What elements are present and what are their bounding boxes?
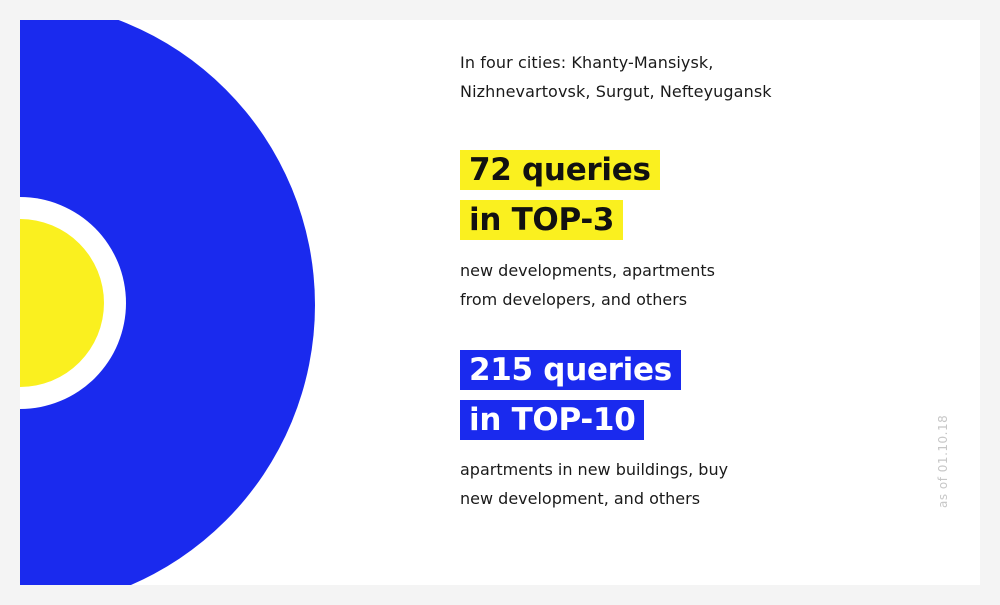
concentric-circles-graphic — [20, 20, 315, 585]
large-blue-circle — [20, 20, 315, 585]
top10-description-line-1: apartments in new buildings, buy — [460, 460, 729, 479]
cities-intro: In four cities: Khanty-Mansiysk, Nizhnev… — [460, 48, 772, 106]
cities-intro-line-1: In four cities: Khanty-Mansiysk, — [460, 53, 714, 72]
yellow-inner-circle — [20, 219, 104, 387]
top3-description: new developments, apartments from develo… — [460, 256, 715, 314]
top3-headline-line-1: 72 queries — [460, 150, 660, 190]
top10-description-line-2: new development, and others — [460, 489, 701, 508]
top10-headline-line-1: 215 queries — [460, 350, 681, 390]
as-of-date-note: as of 01.10.18 — [936, 414, 950, 508]
cities-intro-line-2: Nizhnevartovsk, Surgut, Nefteyugansk — [460, 82, 772, 101]
top10-headline: 215 queries in TOP-10 — [460, 350, 681, 450]
top3-description-line-2: from developers, and others — [460, 290, 688, 309]
infographic-card: In four cities: Khanty-Mansiysk, Nizhnev… — [20, 20, 980, 585]
top3-headline: 72 queries in TOP-3 — [460, 150, 660, 250]
top3-description-line-1: new developments, apartments — [460, 261, 716, 280]
top10-headline-line-2: in TOP-10 — [460, 400, 645, 440]
top3-headline-line-2: in TOP-3 — [460, 200, 624, 240]
content-column: In four cities: Khanty-Mansiysk, Nizhnev… — [460, 20, 940, 585]
top10-description: apartments in new buildings, buy new dev… — [460, 455, 728, 513]
